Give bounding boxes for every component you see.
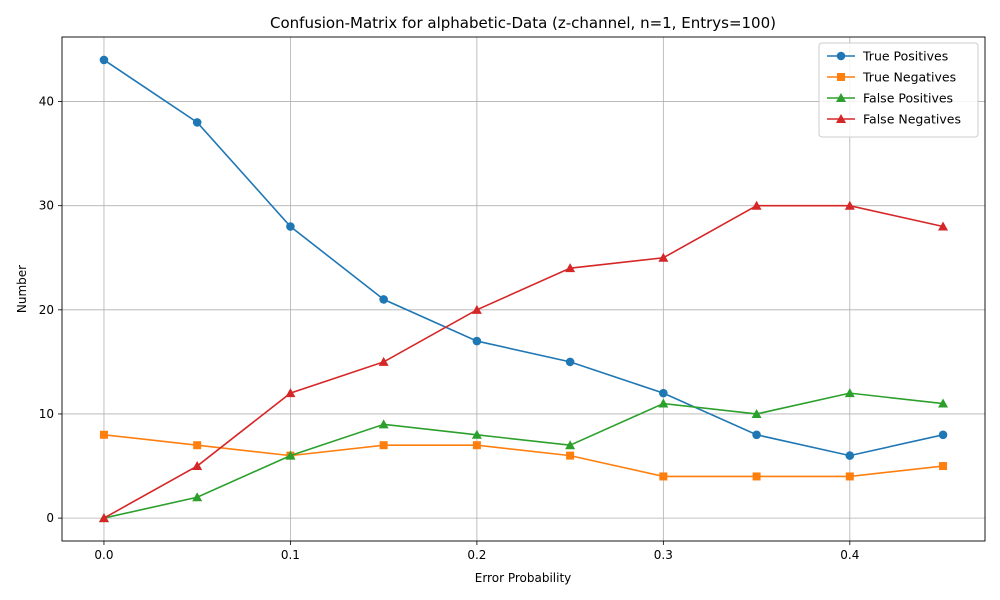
- x-tick-label: 0.0: [94, 548, 113, 562]
- y-tick-label: 40: [39, 95, 54, 109]
- false-positives-point: [844, 388, 855, 398]
- true-positives-point: [938, 430, 948, 440]
- true-positives-point: [472, 336, 482, 346]
- false-negatives-point: [844, 200, 855, 210]
- x-tick-label: 0.2: [467, 548, 486, 562]
- legend-item-true-negatives: True Negatives: [827, 70, 956, 85]
- false-positives-point: [658, 398, 669, 408]
- legend-label: False Negatives: [863, 112, 961, 127]
- y-tick-label: 0: [46, 511, 54, 525]
- false-negatives-point: [565, 263, 576, 273]
- true-negatives-point: [193, 441, 202, 450]
- false-negatives-point: [938, 221, 949, 231]
- legend-item-true-positives: True Positives: [827, 49, 948, 64]
- y-axis-label: Number: [15, 265, 29, 313]
- true-positives-point: [99, 55, 109, 65]
- true-positives-point: [659, 388, 668, 398]
- true-negatives-point: [379, 441, 388, 450]
- true-negatives-line: [103, 433, 944, 478]
- false-positives-point: [751, 408, 762, 418]
- true-negatives-point: [845, 472, 854, 481]
- x-tick-label: 0.3: [654, 548, 673, 562]
- plot-frame: [61, 36, 986, 542]
- y-tick-label: 10: [39, 407, 54, 421]
- false-negatives-point: [658, 252, 669, 262]
- true-positives-point: [845, 451, 855, 460]
- legend-swatch-marker: [836, 51, 846, 61]
- legend-label: True Negatives: [862, 70, 956, 85]
- false-negatives-line: [103, 204, 944, 519]
- true-negatives-point: [659, 472, 668, 481]
- legend-item-false-negatives: False Negatives: [827, 112, 961, 127]
- series-true-negatives: [99, 430, 948, 481]
- x-axis-label: Error Probability: [475, 571, 572, 585]
- axis-ticks: 0.0 0.1 0.2 0.3 0.4 0 10 20 30 40: [39, 95, 860, 562]
- x-tick-label: 0.4: [840, 548, 859, 562]
- series-false-positives: [98, 388, 949, 523]
- y-tick-label: 30: [39, 199, 54, 213]
- false-negatives-point: [192, 461, 203, 471]
- legend-box: [818, 42, 979, 138]
- true-positives-point: [565, 357, 575, 367]
- x-tick-label: 0.1: [281, 548, 300, 562]
- false-negatives-point: [98, 513, 109, 523]
- false-positives-point: [938, 398, 949, 408]
- true-positives-point: [752, 430, 761, 440]
- false-negatives-point: [751, 200, 762, 210]
- false-negatives-point: [285, 388, 296, 398]
- legend-swatch-marker: [837, 73, 845, 81]
- series-group: [98, 55, 949, 523]
- series-false-negatives: [98, 200, 949, 523]
- false-positives-point: [565, 440, 576, 450]
- false-positives-point: [285, 450, 296, 460]
- false-negatives-point: [471, 304, 482, 314]
- true-negatives-point: [752, 472, 761, 481]
- y-tick-label: 20: [39, 303, 54, 317]
- legend-label: True Positives: [862, 49, 948, 64]
- series-true-positives: [99, 55, 948, 460]
- legend-item-false-positives: False Positives: [827, 91, 953, 106]
- false-positives-line: [103, 392, 944, 519]
- true-positives-point: [286, 222, 295, 231]
- true-negatives-point: [566, 451, 575, 460]
- true-positives-point: [379, 295, 388, 304]
- legend-label: False Positives: [863, 91, 953, 106]
- true-positives-line: [103, 59, 944, 457]
- legend-swatch-marker: [836, 93, 846, 102]
- chart-title: Confusion-Matrix for alphabetic-Data (z-…: [270, 14, 776, 32]
- true-negatives-point: [939, 462, 948, 471]
- true-negatives-point: [99, 430, 108, 439]
- legend-swatch-marker: [836, 114, 846, 123]
- false-positives-point: [471, 429, 482, 439]
- true-negatives-point: [472, 441, 481, 450]
- false-positives-point: [378, 419, 389, 429]
- false-negatives-point: [378, 356, 389, 366]
- true-positives-point: [192, 118, 202, 127]
- legend: True Positives True Negatives False Positi…: [818, 42, 979, 138]
- false-positives-point: [192, 492, 203, 502]
